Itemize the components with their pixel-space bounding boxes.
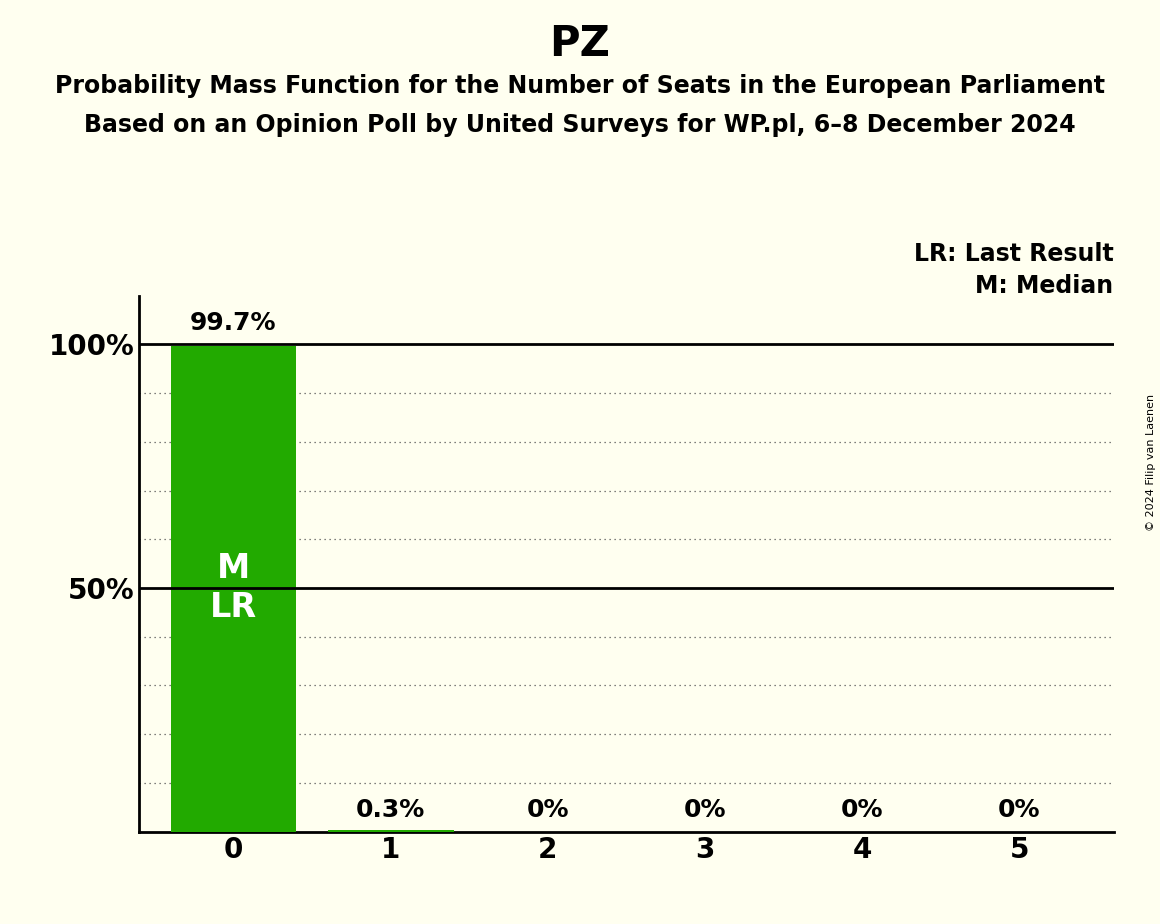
Bar — [328, 830, 454, 832]
Text: 99.7%: 99.7% — [190, 310, 277, 334]
Text: PZ: PZ — [550, 23, 610, 65]
Text: 0%: 0% — [527, 797, 570, 821]
Text: 0%: 0% — [998, 797, 1041, 821]
Text: Probability Mass Function for the Number of Seats in the European Parliament: Probability Mass Function for the Number… — [55, 74, 1105, 98]
Text: Based on an Opinion Poll by United Surveys for WP.pl, 6–8 December 2024: Based on an Opinion Poll by United Surve… — [85, 113, 1075, 137]
Text: M: Median: M: Median — [976, 274, 1114, 298]
Text: 0.3%: 0.3% — [356, 797, 426, 821]
Text: M
LR: M LR — [210, 553, 258, 624]
Text: 0%: 0% — [683, 797, 726, 821]
Text: 0%: 0% — [841, 797, 884, 821]
Text: LR: Last Result: LR: Last Result — [914, 242, 1114, 266]
Bar — [171, 346, 296, 832]
Text: © 2024 Filip van Laenen: © 2024 Filip van Laenen — [1146, 394, 1155, 530]
